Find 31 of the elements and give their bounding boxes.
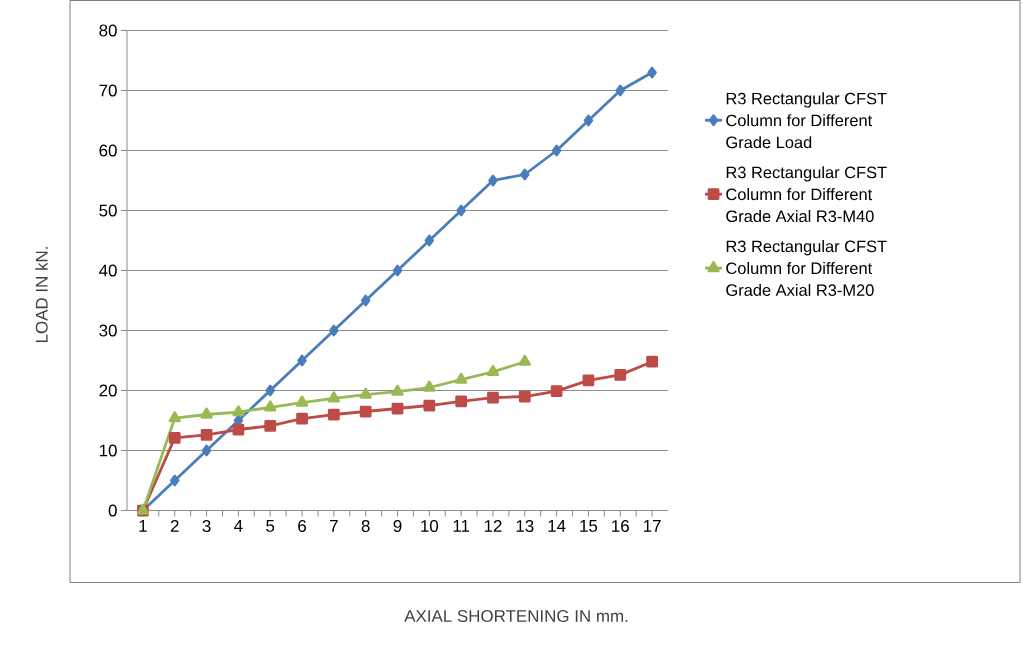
x-tick-label: 8: [361, 519, 370, 532]
x-tick-label: 15: [580, 519, 598, 532]
x-tick-label: 1: [139, 519, 147, 532]
x-tick-label: 11: [453, 519, 470, 532]
y-tick-label: 10: [99, 444, 117, 457]
x-tick-label: 6: [298, 519, 306, 532]
x-tick-label: 9: [393, 519, 402, 532]
legend-label: R3 Rectangular CFST Column for Different Grade Load: [726, 92, 887, 148]
y-tick-label: 40: [99, 264, 117, 277]
y-tick-label: 0: [108, 504, 117, 517]
x-tick-label: 4: [234, 519, 243, 532]
x-tick-label: 2: [170, 519, 179, 532]
x-tick-label: 5: [266, 519, 275, 532]
x-tick-label: 10: [421, 519, 439, 532]
y-tick-label: 30: [99, 324, 117, 337]
y-tick-label: 70: [99, 84, 117, 97]
legend-label: R3 Rectangular CFST Column for Different Grade Axial R3-M40: [726, 165, 887, 222]
x-tick-label: 16: [612, 519, 629, 532]
x-tick-label: 3: [202, 519, 211, 532]
x-tick-label: 14: [548, 519, 566, 532]
y-axis-title: LOAD IN kN.: [35, 246, 48, 342]
x-axis-title: AXIAL SHORTENING IN mm.: [404, 609, 628, 622]
x-tick-label: 7: [330, 519, 338, 532]
x-tick-label: 13: [516, 519, 534, 532]
x-tick-label: 17: [643, 519, 661, 532]
y-tick-label: 80: [99, 24, 117, 37]
y-tick-label: 50: [99, 204, 117, 217]
y-tick-label: 60: [99, 144, 117, 157]
y-tick-label: 20: [99, 384, 117, 397]
x-tick-label: 12: [484, 519, 502, 532]
legend-label: R3 Rectangular CFST Column for Different Grade Axial R3-M20: [726, 239, 887, 296]
